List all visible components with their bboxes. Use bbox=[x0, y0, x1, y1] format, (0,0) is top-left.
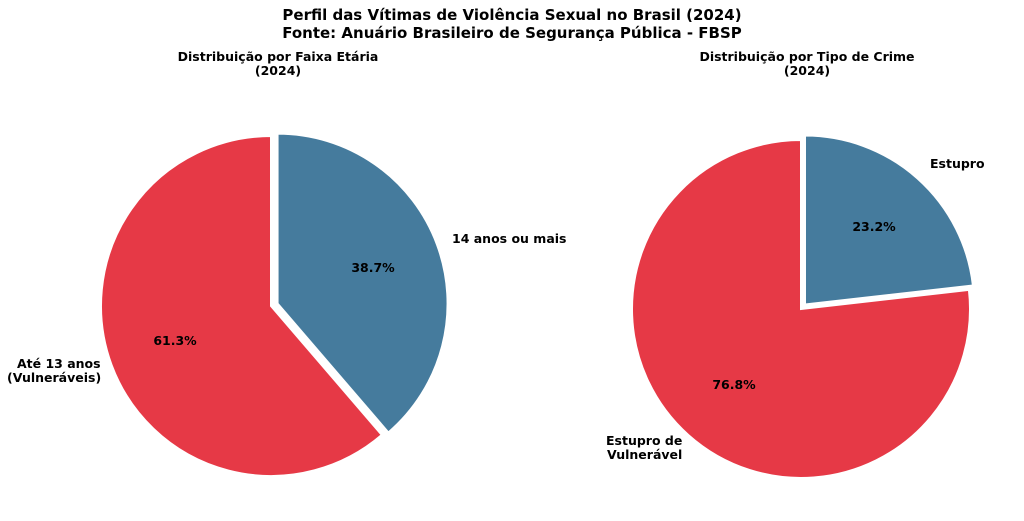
figure-title: Perfil das Vítimas de Violência Sexual n… bbox=[282, 6, 742, 24]
chart-2-title: Distribuição por Tipo de Crime bbox=[699, 49, 915, 64]
chart-2-slice-estupro bbox=[803, 134, 975, 306]
chart-1-slice-label-under-13-line1: Até 13 anos bbox=[17, 356, 101, 371]
chart-1-title: Distribuição por Faixa Etária bbox=[177, 49, 379, 64]
chart-2-slice-estupro-vulneravel bbox=[631, 138, 971, 479]
chart-2-pct-label-estupro: 23.2% bbox=[852, 219, 896, 234]
chart-1-pct-label-under-13: 61.3% bbox=[153, 333, 197, 348]
chart-2-slice-label-estupro: Estupro bbox=[930, 156, 985, 171]
chart-2-pct-label-estupro-vulneravel: 76.8% bbox=[712, 377, 756, 392]
chart-1-slice-label-14-plus: 14 anos ou mais bbox=[452, 231, 567, 246]
chart-2-slice-label-estupro-vulneravel-line2: Vulnerável bbox=[607, 447, 683, 462]
chart-1-slice-14-plus bbox=[276, 132, 449, 434]
figure-source: Fonte: Anuário Brasileiro de Segurança P… bbox=[282, 24, 742, 42]
chart-2-subtitle: (2024) bbox=[783, 63, 831, 78]
chart-2-slice-label-estupro-vulneravel-line1: Estupro de bbox=[606, 433, 683, 448]
chart-1-pct-label-14-plus: 38.7% bbox=[351, 260, 395, 275]
chart-1-slice-under-13 bbox=[100, 134, 384, 477]
chart-1-subtitle: (2024) bbox=[254, 63, 302, 78]
chart-1-slice-label-under-13-line2: (Vulneráveis) bbox=[7, 370, 102, 385]
